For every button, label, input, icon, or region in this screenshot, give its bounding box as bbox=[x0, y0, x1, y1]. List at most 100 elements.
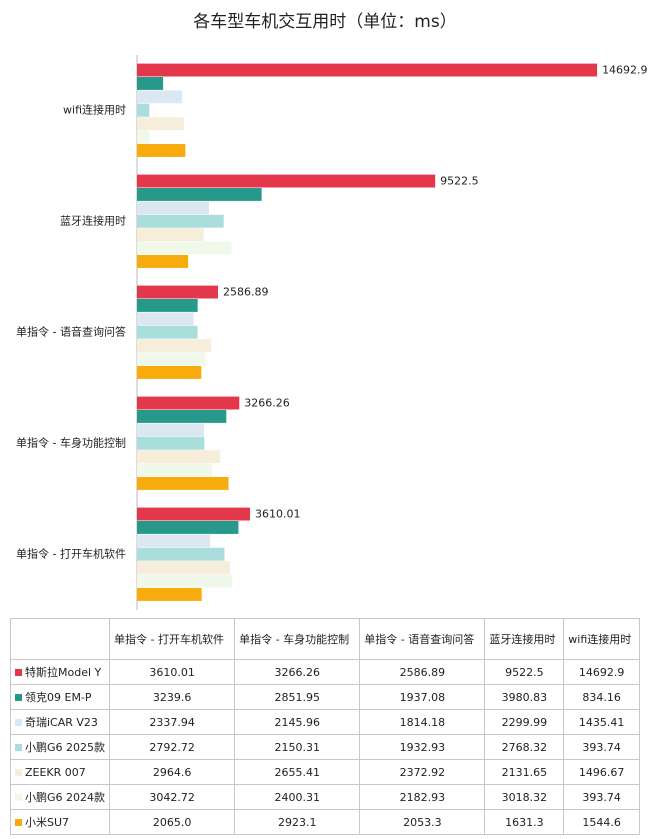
table-row: 小米SU7 2065.0 2923.1 2053.3 1631.3 1544.6 bbox=[9, 809, 640, 835]
y-tick-label: 单指令 - 语音查询问答 bbox=[16, 325, 126, 339]
column-header: 单指令 - 车身功能控制 bbox=[234, 618, 361, 660]
table-cell: 2299.99 bbox=[484, 709, 565, 735]
table-row: ZEEKR 007 2964.6 2655.41 2372.92 2131.65 1496… bbox=[9, 759, 640, 785]
bar bbox=[137, 241, 232, 255]
legend-cell: 特斯拉Model Y bbox=[9, 659, 111, 685]
bar bbox=[137, 299, 198, 312]
table-cell: 1496.67 bbox=[563, 759, 640, 785]
bar bbox=[137, 188, 262, 201]
bar bbox=[137, 312, 194, 326]
legend-marker bbox=[15, 694, 22, 701]
table-cell: 2586.89 bbox=[359, 659, 486, 685]
chart: 各车型车机交互用时（单位：ms） 单指令 - 打开车机软件 3610.01 单指令 … bbox=[16, 12, 648, 610]
legend-label: 领克09 EM-P bbox=[25, 691, 92, 704]
y-tick-label: wifi连接用时 bbox=[63, 104, 126, 117]
table-cell: 2150.31 bbox=[234, 734, 361, 760]
table-cell: 2131.65 bbox=[484, 759, 565, 785]
legend-cell: ZEEKR 007 bbox=[9, 759, 111, 785]
bar bbox=[137, 63, 598, 77]
bar bbox=[137, 325, 198, 339]
bar bbox=[137, 174, 436, 188]
table-cell: 2065.0 bbox=[109, 809, 236, 835]
table-cell: 3042.72 bbox=[109, 784, 236, 810]
bar bbox=[137, 588, 202, 601]
table-row: 小鹏G6 2025款 2792.72 2150.31 1932.93 2768.32 39… bbox=[9, 734, 640, 760]
data-label: 9522.5 bbox=[440, 174, 479, 187]
bar bbox=[137, 396, 240, 410]
column-header: 单指令 - 打开车机软件 bbox=[109, 618, 236, 660]
legend-cell: 领克09 EM-P bbox=[9, 684, 111, 710]
bar bbox=[137, 477, 229, 490]
data-label: 2586.89 bbox=[223, 285, 269, 298]
chart-title: 各车型车机交互用时（单位：ms） bbox=[193, 12, 456, 32]
bar bbox=[137, 90, 182, 104]
table-cell: 2400.31 bbox=[234, 784, 361, 810]
legend-label: 奇瑞iCAR V23 bbox=[25, 716, 98, 729]
table-cell: 1435.41 bbox=[563, 709, 640, 735]
table-cell: 2145.96 bbox=[234, 709, 361, 735]
bar bbox=[137, 534, 211, 548]
table-row: 领克09 EM-P 3239.6 2851.95 1937.08 3980.83 834.… bbox=[9, 684, 640, 710]
table-cell: 3018.32 bbox=[484, 784, 565, 810]
table-cell: 1932.93 bbox=[359, 734, 486, 760]
table-cell: 14692.9 bbox=[563, 659, 640, 685]
table-cell: 3266.26 bbox=[234, 659, 361, 685]
legend-label: 小鹏G6 2024款 bbox=[25, 791, 106, 804]
table-cell: 2655.41 bbox=[234, 759, 361, 785]
legend-marker bbox=[15, 768, 22, 776]
column-header: 蓝牙连接用时 bbox=[484, 618, 565, 660]
bar bbox=[137, 547, 225, 561]
table-cell: 1631.3 bbox=[484, 809, 565, 835]
bar bbox=[137, 352, 206, 366]
table-cell: 2372.92 bbox=[359, 759, 486, 785]
legend-cell: 小米SU7 bbox=[9, 809, 111, 835]
table-cell: 3610.01 bbox=[109, 659, 236, 685]
table-cell: 2923.1 bbox=[234, 809, 361, 835]
bar bbox=[137, 521, 239, 534]
table-corner bbox=[9, 618, 111, 660]
column-header: 单指令 - 语音查询问答 bbox=[359, 618, 486, 660]
legend-cell: 小鹏G6 2024款 bbox=[9, 784, 111, 810]
bar bbox=[137, 574, 233, 588]
bar bbox=[137, 339, 212, 353]
legend-label: 特斯拉Model Y bbox=[25, 666, 102, 679]
y-tick-label: 单指令 - 打开车机软件 bbox=[16, 547, 126, 561]
bar bbox=[137, 507, 251, 521]
legend-marker bbox=[15, 669, 22, 676]
legend-marker bbox=[15, 719, 22, 726]
legend-label: 小米SU7 bbox=[25, 816, 70, 829]
bar bbox=[137, 561, 230, 575]
table-cell: 1544.6 bbox=[563, 809, 640, 835]
bar bbox=[137, 77, 164, 90]
bar bbox=[137, 255, 189, 268]
table-cell: 2768.32 bbox=[484, 734, 565, 760]
bar bbox=[137, 423, 205, 437]
table-cell: 2182.93 bbox=[359, 784, 486, 810]
y-tick-label: 单指令 - 车身功能控制 bbox=[16, 436, 126, 450]
table-cell: 1937.08 bbox=[359, 684, 486, 710]
bar bbox=[137, 285, 219, 299]
legend-cell: 奇瑞iCAR V23 bbox=[9, 709, 111, 735]
y-tick-label: 蓝牙连接用时 bbox=[60, 215, 126, 228]
legend-label: ZEEKR 007 bbox=[25, 765, 86, 779]
table-cell: 2337.94 bbox=[109, 709, 236, 735]
data-label: 3266.26 bbox=[244, 396, 290, 409]
bar bbox=[137, 450, 221, 464]
data-table: 单指令 - 打开车机软件 单指令 - 车身功能控制 单指令 - 语音查询问答 蓝牙连接… bbox=[9, 618, 640, 835]
table-cell: 2053.3 bbox=[359, 809, 486, 835]
data-label: 14692.9 bbox=[602, 63, 648, 76]
bar bbox=[137, 117, 184, 131]
legend-marker bbox=[15, 744, 22, 751]
table-cell: 3980.83 bbox=[484, 684, 565, 710]
table-cell: 393.74 bbox=[563, 734, 640, 760]
table-cell: 2792.72 bbox=[109, 734, 236, 760]
legend-label: 小鹏G6 2025款 bbox=[25, 741, 106, 754]
legend-marker bbox=[15, 794, 22, 801]
legend-cell: 小鹏G6 2025款 bbox=[9, 734, 111, 760]
table-row: 奇瑞iCAR V23 2337.94 2145.96 1814.18 2299.99 14… bbox=[9, 709, 640, 735]
table-cell: 9522.5 bbox=[484, 659, 565, 685]
bar bbox=[137, 201, 210, 215]
bar bbox=[137, 228, 204, 242]
column-header: wifi连接用时 bbox=[563, 618, 640, 660]
